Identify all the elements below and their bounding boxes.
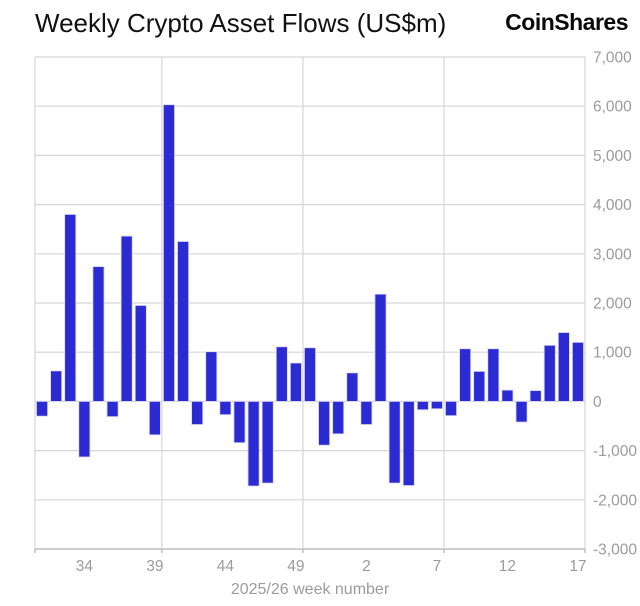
y-axis-label: 0 — [593, 394, 602, 411]
x-axis-label: 12 — [499, 558, 516, 575]
bar-week-34 — [78, 400, 91, 458]
y-axis-label: -1,000 — [593, 443, 637, 460]
y-axis-label: 2,000 — [593, 296, 632, 313]
bar-week-50 — [304, 347, 316, 402]
bar-week-13 — [515, 400, 528, 423]
bar-week-39 — [148, 400, 161, 436]
y-axis-label: -3,000 — [593, 542, 637, 559]
x-axis-label: 17 — [569, 558, 586, 575]
bar-week-40 — [163, 104, 175, 402]
bar-week-8 — [445, 400, 457, 417]
bar-week-44 — [219, 400, 232, 416]
x-axis-label: 39 — [146, 558, 163, 575]
x-axis-label: 34 — [76, 558, 94, 575]
x-axis-label: 44 — [217, 558, 235, 575]
bar-week-48 — [275, 346, 288, 402]
bar-week-36 — [106, 400, 119, 418]
bar-week-51 — [318, 400, 331, 446]
bar-week-47 — [261, 400, 274, 484]
bar-week-14 — [529, 390, 542, 402]
bar-week-33 — [64, 214, 77, 402]
bar-week-32 — [50, 370, 63, 402]
bar-week-38 — [134, 305, 147, 402]
bar-week-43 — [205, 351, 218, 402]
bar-week-15 — [543, 344, 556, 402]
bar-week-7 — [430, 400, 443, 410]
bar-week-31 — [36, 400, 49, 417]
bar-week-16 — [557, 332, 570, 402]
bar-week-1 — [346, 372, 359, 402]
y-axis-label: -2,000 — [593, 492, 637, 509]
bar-week-35 — [92, 266, 105, 402]
x-axis-label: 49 — [287, 558, 304, 575]
bar-week-42 — [191, 400, 204, 425]
bar-week-17 — [571, 341, 584, 402]
y-axis-label: 5,000 — [593, 148, 632, 165]
bar-week-45 — [233, 400, 246, 444]
bar-week-11 — [487, 348, 500, 402]
bar-week-4 — [388, 400, 401, 484]
bar-week-12 — [501, 389, 514, 402]
y-axis-label: 7,000 — [593, 50, 632, 67]
page-title: Weekly Crypto Asset Flows (US$m) — [35, 8, 447, 38]
bar-week-10 — [473, 370, 486, 402]
bar-week-2 — [360, 400, 373, 425]
bar-week-3 — [374, 293, 387, 402]
y-axis-label: 6,000 — [593, 99, 632, 116]
x-axis-label: 7 — [433, 558, 442, 575]
bar-week-52 — [332, 400, 345, 435]
x-axis-label: 2 — [362, 558, 371, 575]
coinshares-logo: CoinShares — [505, 9, 628, 35]
bar-week-6 — [416, 400, 429, 411]
bar-week-9 — [459, 348, 472, 402]
y-axis-label: 3,000 — [593, 246, 632, 263]
y-axis-label: 4,000 — [593, 197, 632, 214]
bar-week-5 — [402, 400, 415, 486]
bar-week-37 — [120, 235, 133, 402]
bar-week-49 — [289, 362, 302, 402]
bar-week-46 — [247, 400, 260, 487]
bar-week-41 — [177, 241, 190, 402]
x-axis-title: 2025/26 week number — [231, 581, 390, 598]
y-axis-label: 1,000 — [593, 345, 632, 362]
